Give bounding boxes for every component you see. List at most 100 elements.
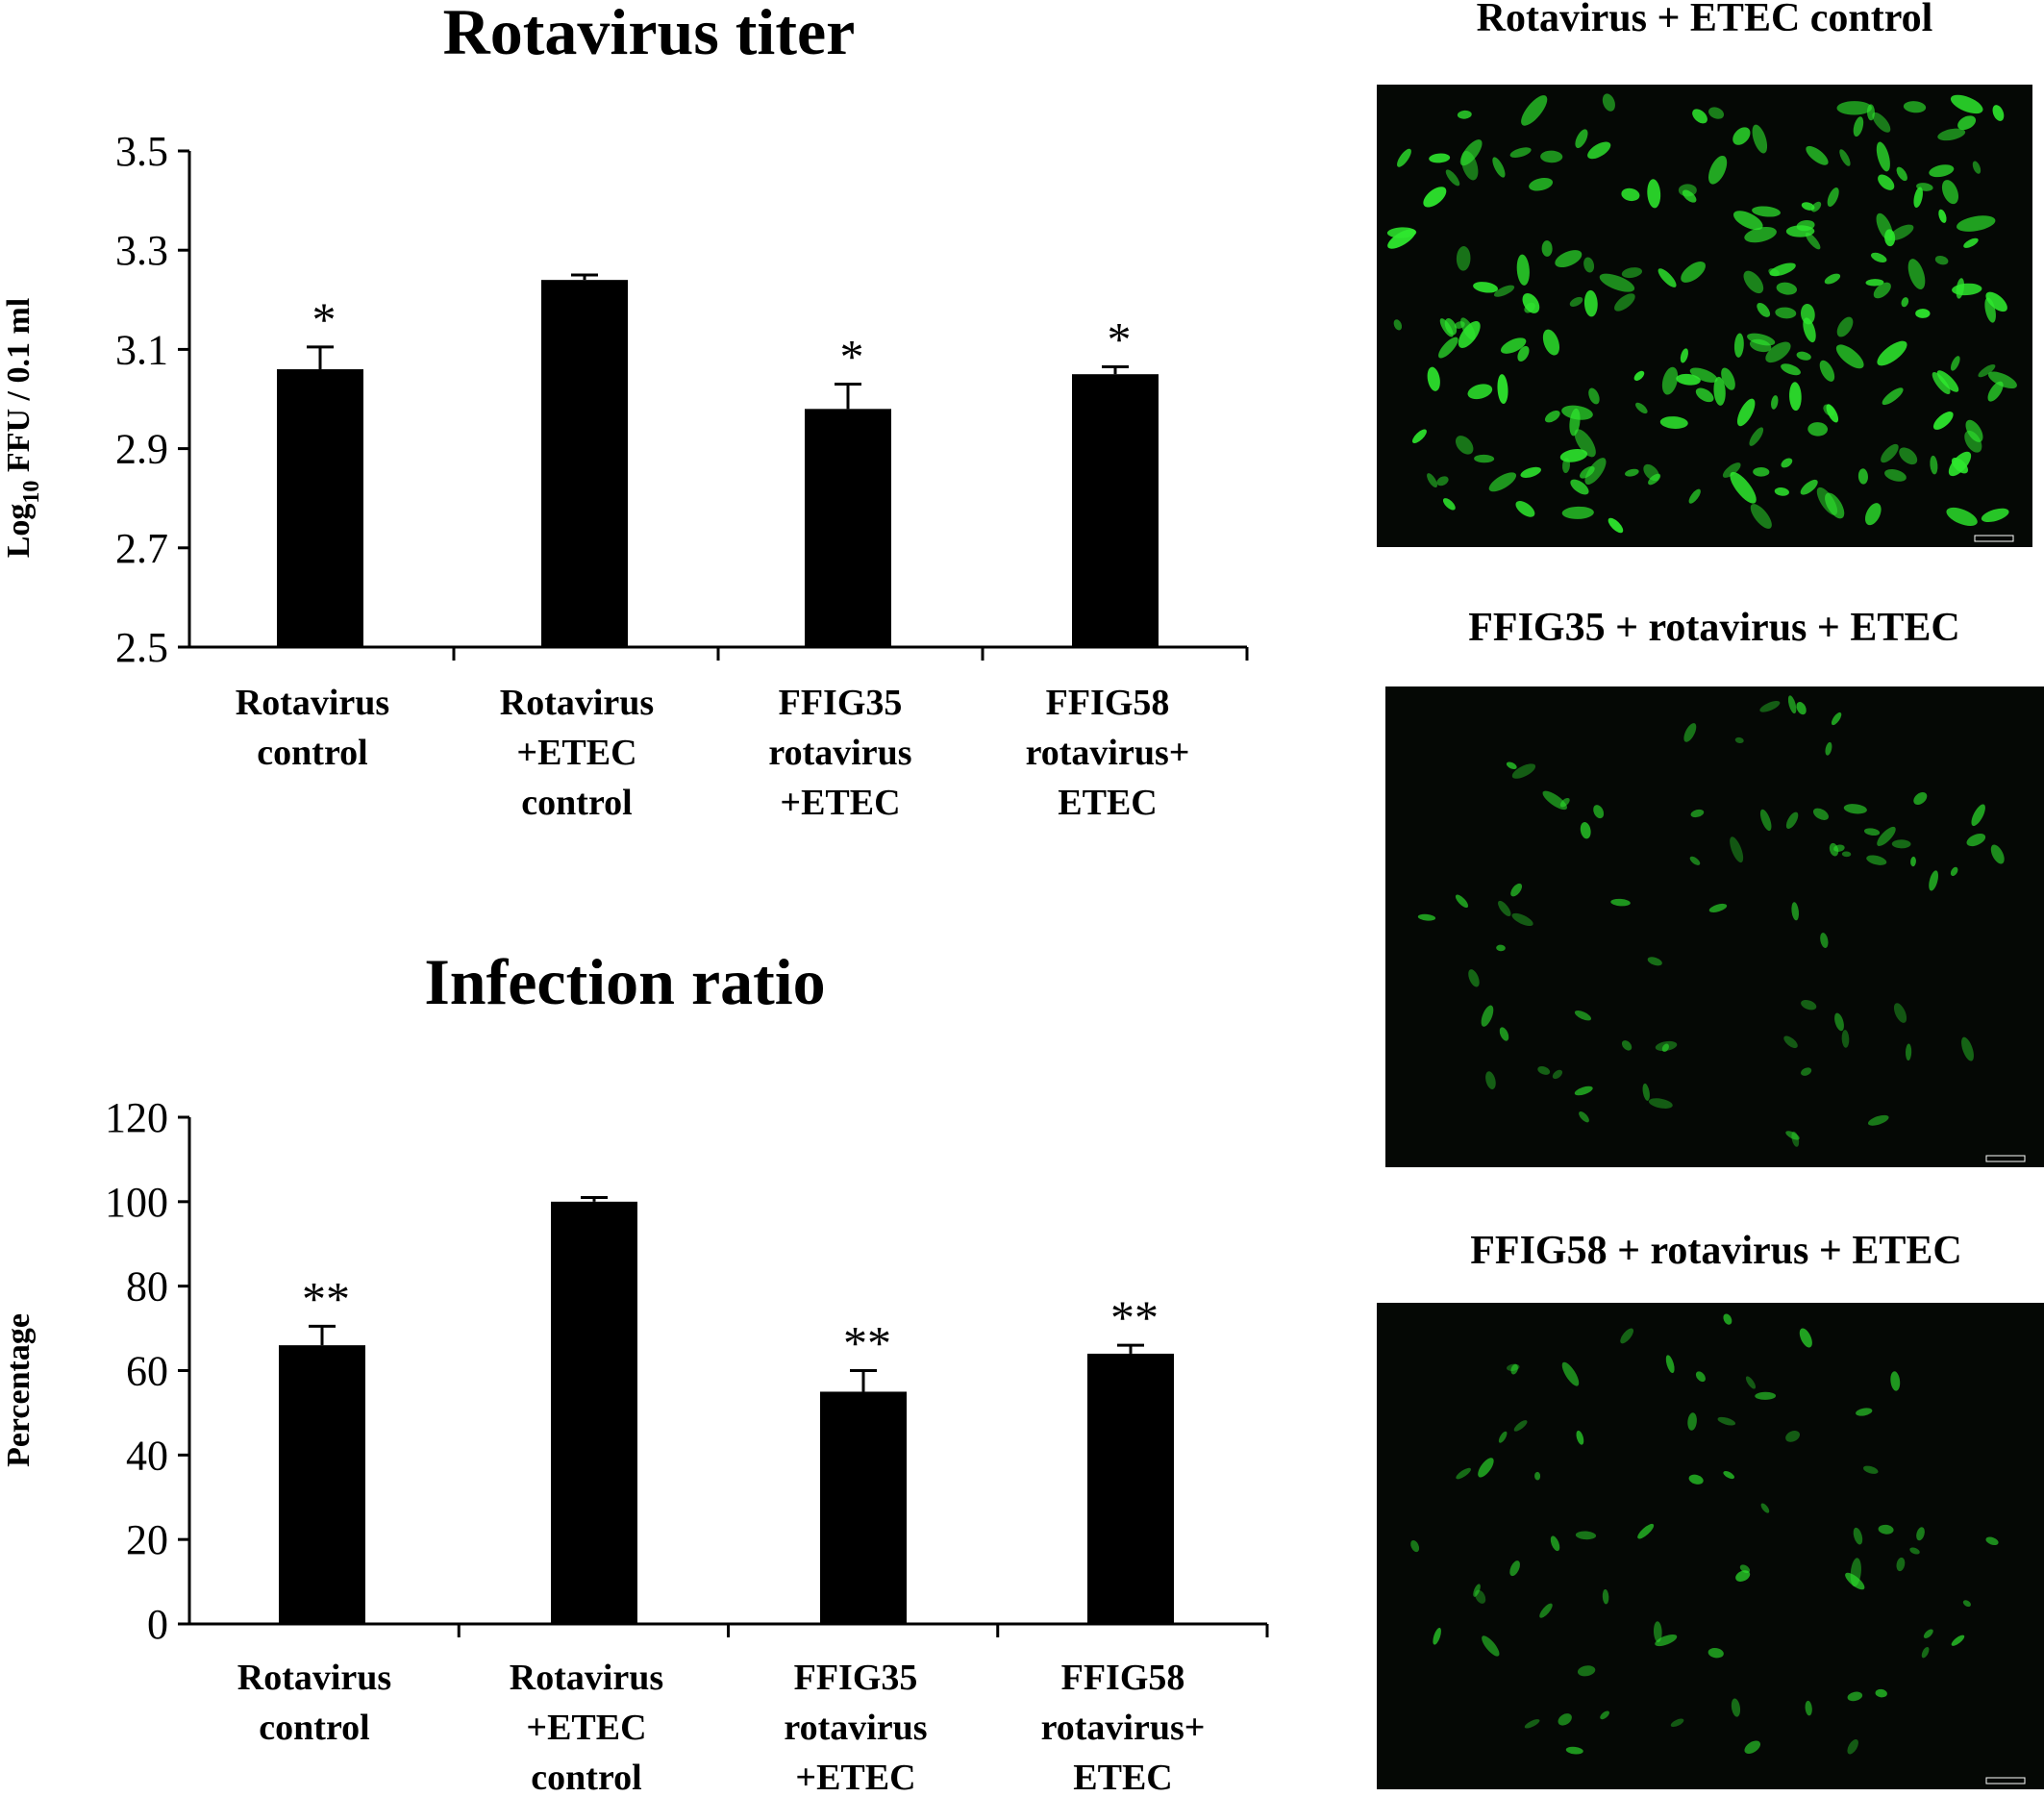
chart-1-significance-marker: *: [840, 330, 864, 384]
fluorescent-cell: [1721, 367, 1735, 390]
fluorescent-cell: [1965, 419, 1983, 442]
fluorescent-cell: [1460, 317, 1476, 340]
chart-2-bar: [279, 1345, 365, 1624]
fluorescent-cell: [1981, 508, 2009, 523]
chart-2-significance-marker: **: [302, 1271, 350, 1325]
fluorescent-cell: [1614, 293, 1635, 312]
fluorescent-cell: [1863, 1465, 1879, 1474]
fluorescent-cell: [1893, 1003, 1907, 1023]
fluorescent-cell: [1734, 736, 1744, 743]
fluorescent-cell: [1690, 809, 1705, 818]
micrograph-panels: Rotavirus + ETEC control FFIG35 + rotavi…: [1377, 0, 2044, 1789]
chart-2-y-tick-label: 120: [105, 1094, 168, 1141]
fluorescent-cell: [1984, 297, 1996, 323]
fluorescent-cell: [1856, 1408, 1873, 1416]
fluorescent-cell: [1936, 370, 1959, 392]
fluorescent-cell: [1827, 187, 1839, 207]
fluorescent-cell: [1708, 903, 1728, 912]
fluorescent-cell: [1436, 476, 1449, 487]
fluorescent-cell: [1916, 1527, 1925, 1541]
fluorescent-cell: [1803, 317, 1816, 343]
fluorescent-cell: [1565, 1746, 1583, 1755]
fluorescent-cell: [1524, 302, 1535, 313]
fluorescent-cell: [1655, 1040, 1678, 1052]
fluorescent-cell: [1739, 1564, 1751, 1574]
fluorescent-cell: [1708, 107, 1725, 119]
fluorescent-cell: [1692, 109, 1707, 124]
fluorescent-cell: [1661, 366, 1679, 395]
chart-1-ylabel-text: Log10 FFU / 0.1 ml: [1, 298, 44, 559]
fluorescent-cell: [1774, 487, 1789, 496]
fluorescent-cell: [1932, 371, 1951, 394]
chart-1-axes: 3.5 3.3 3.1 2.9 2.7 2.5: [115, 128, 1249, 671]
fluorescent-cell: [1467, 384, 1493, 400]
fluorescent-cell: [1481, 1005, 1494, 1027]
fluorescent-cell: [1442, 498, 1456, 511]
fluorescent-cell: [1950, 94, 1983, 114]
fluorescent-cell: [1785, 1430, 1801, 1442]
fluorescent-cell: [1876, 141, 1890, 172]
fluorescent-cell: [1951, 356, 1960, 371]
chart-2-title: Infection ratio: [424, 945, 825, 1018]
fluorescent-cell: [1881, 443, 1899, 463]
fluorescent-cell: [1805, 1700, 1812, 1716]
fluorescent-cell: [1966, 833, 1986, 847]
fluorescent-cell: [1562, 458, 1571, 473]
fluorescent-cell: [1781, 458, 1793, 468]
fluorescent-cell: [1516, 254, 1530, 286]
fluorescent-cell: [1498, 1431, 1508, 1443]
fluorescent-cell: [1478, 1458, 1494, 1478]
fluorescent-cell: [1506, 761, 1517, 770]
chart-1-y-tick-label: 3.3: [115, 227, 168, 274]
fluorescent-cell: [1913, 792, 1928, 805]
fluorescent-cell: [1732, 211, 1763, 231]
fluorescent-cell: [1602, 1589, 1609, 1605]
chart-2-y-tick-label: 100: [105, 1179, 168, 1226]
fluorescent-cell: [1642, 1083, 1650, 1101]
fluorescent-cell: [1517, 345, 1530, 362]
fluorescent-cell: [1583, 289, 1598, 317]
fluorescent-cell: [1717, 1416, 1736, 1426]
fluorescent-cell: [1783, 1036, 1798, 1049]
fluorescent-cell: [1951, 1635, 1965, 1646]
fluorescent-cell: [1884, 468, 1907, 482]
fluorescent-cell: [1750, 504, 1772, 529]
fluorescent-cell: [1570, 479, 1589, 495]
fluorescent-cell: [1574, 429, 1596, 458]
fluorescent-cell: [1875, 1688, 1887, 1698]
fluorescent-cell: [1455, 894, 1469, 909]
fluorescent-cell: [1429, 153, 1451, 163]
fluorescent-cell: [1910, 856, 1916, 867]
fluorescent-cell: [1791, 902, 1800, 921]
fluorescent-cell: [1867, 1114, 1889, 1126]
fluorescent-cell: [1492, 157, 1506, 178]
fluorescent-cell: [1682, 189, 1697, 203]
fluorescent-cell: [1937, 128, 1966, 141]
fluorescent-cell: [1872, 112, 1891, 133]
chart-1-bar: [541, 280, 628, 647]
fluorescent-cell: [1825, 741, 1832, 756]
fluorescent-cell: [1735, 1570, 1751, 1582]
fluorescent-cell: [1593, 805, 1605, 819]
micrograph-panel-3: [1377, 1303, 2044, 1789]
fluorescent-cell: [1655, 1634, 1678, 1647]
chart-2-axes: 120 100 80 60 40 20 0: [105, 1094, 1269, 1648]
fluorescent-cell: [1765, 341, 1791, 363]
fluorescent-cell: [1890, 1371, 1901, 1391]
fluorescent-cell: [1789, 382, 1802, 412]
fluorescent-cell: [1744, 226, 1777, 243]
chart-1-y-tick-label: 2.7: [115, 525, 168, 572]
fluorescent-cell: [1498, 900, 1511, 916]
fluorescent-cell: [1731, 1698, 1741, 1717]
fluorescent-cell: [1853, 116, 1864, 137]
fluorescent-cell: [1905, 1043, 1912, 1061]
fluorescent-cell: [1864, 503, 1882, 526]
fluorescent-cell: [1857, 468, 1868, 485]
fluorescent-cell: [1961, 1036, 1974, 1061]
fluorescent-cell: [1510, 1363, 1518, 1375]
fluorescent-cell: [1932, 412, 1954, 430]
fluorescent-cell: [1584, 458, 1607, 486]
chart-1-category-label: Rotavirus: [236, 683, 389, 723]
chart-1-significance-marker: *: [1108, 312, 1132, 365]
chart-2-category-label: FFIG58: [1061, 1658, 1185, 1698]
